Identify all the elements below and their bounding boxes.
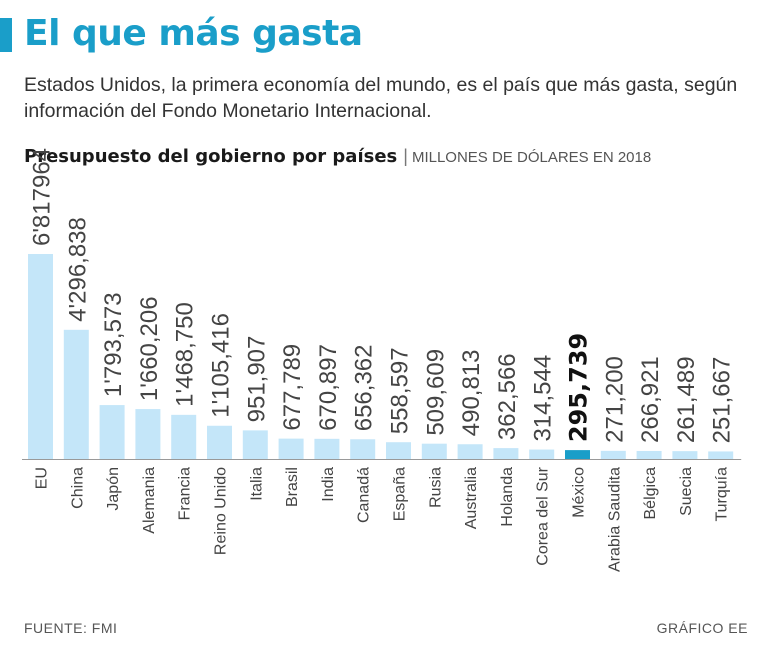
title-accent-bar [0, 18, 12, 52]
bar-turquia [708, 451, 734, 459]
category-label-mexico: México [571, 467, 588, 518]
category-label-japon: Japón [105, 467, 122, 511]
category-label-australia: Australia [463, 467, 480, 529]
value-label-india: 670,897 [315, 344, 342, 431]
category-label-china: China [69, 467, 86, 509]
source-note: FUENTE: FMI [24, 620, 118, 636]
value-label-corea-del-sur: 314,544 [530, 355, 557, 442]
category-label-alemania: Alemania [141, 467, 158, 534]
category-label-belgica: Bélgica [642, 467, 659, 520]
bar-espana [386, 442, 411, 459]
value-label-turquia: 251,667 [709, 357, 736, 444]
bar-india [314, 438, 340, 459]
category-label-rusia: Rusia [427, 467, 444, 508]
value-label-suecia: 261,489 [673, 356, 700, 443]
bar-corea-del-sur [529, 449, 555, 459]
category-label-india: India [320, 467, 337, 502]
chart-header: Presupuesto del gobierno por países | MILL… [24, 146, 651, 167]
value-label-canada: 656,362 [351, 344, 378, 431]
bar-canada [350, 439, 376, 459]
bar-mexico [565, 450, 590, 459]
bar-suecia [672, 451, 698, 459]
value-label-eu: 6'817964 [29, 148, 56, 246]
bar-reino-unido [207, 425, 232, 459]
bar-arabia-saudita [600, 450, 626, 459]
value-label-china: 4'296,838 [64, 217, 91, 322]
bar-francia [171, 414, 197, 459]
chart-unit-label: MILLONES DE DÓLARES EN 2018 [411, 149, 652, 166]
page-subtitle: Estados Unidos, la primera economía del … [24, 74, 738, 122]
value-label-mexico: 295,739 [565, 333, 593, 442]
value-label-espana: 558,597 [387, 347, 414, 434]
value-label-arabia-saudita: 271,200 [601, 356, 628, 443]
bar-eu [28, 254, 53, 459]
bar-alemania [135, 409, 161, 459]
category-label-corea-del-sur: Corea del Sur [535, 466, 552, 565]
category-label-arabia-saudita: Arabia Saudita [606, 467, 623, 572]
bar-australia [457, 444, 483, 459]
bar-belgica [636, 450, 662, 459]
category-label-espana: España [392, 467, 409, 521]
category-label-suecia: Suecia [678, 467, 695, 516]
bar-japon [99, 405, 125, 459]
value-label-belgica: 266,921 [637, 356, 664, 443]
bar-china [63, 329, 89, 459]
bar-italia [242, 430, 268, 459]
graphic-credit: GRÁFICO EE [656, 620, 748, 636]
value-label-rusia: 509,609 [422, 349, 449, 436]
bar-brasil [278, 438, 304, 459]
category-label-italia: Italia [248, 467, 265, 501]
category-label-brasil: Brasil [284, 467, 301, 507]
page-title: El que más gasta [24, 13, 363, 54]
chart-title-separator: | [403, 146, 408, 166]
value-label-brasil: 677,789 [279, 344, 306, 431]
value-label-alemania: 1'660,206 [136, 296, 163, 401]
bar-holanda [493, 448, 519, 459]
category-label-reino-unido: Reino Unido [213, 467, 230, 555]
category-label-francia: Francia [177, 467, 194, 520]
bar-rusia [421, 443, 447, 459]
value-label-italia: 951,907 [243, 336, 270, 423]
value-label-australia: 490,813 [458, 349, 485, 436]
category-label-canada: Canadá [356, 467, 373, 523]
value-label-japon: 1'793,573 [100, 292, 127, 397]
value-label-francia: 1'468,750 [172, 302, 199, 407]
value-label-holanda: 362,566 [494, 353, 521, 440]
category-label-turquia: Turquía [714, 467, 731, 522]
category-label-eu: EU [34, 467, 51, 489]
value-label-reino-unido: 1'105,416 [208, 313, 235, 418]
category-label-holanda: Holanda [499, 467, 516, 527]
chart-title: Presupuesto del gobierno por países [24, 146, 398, 167]
